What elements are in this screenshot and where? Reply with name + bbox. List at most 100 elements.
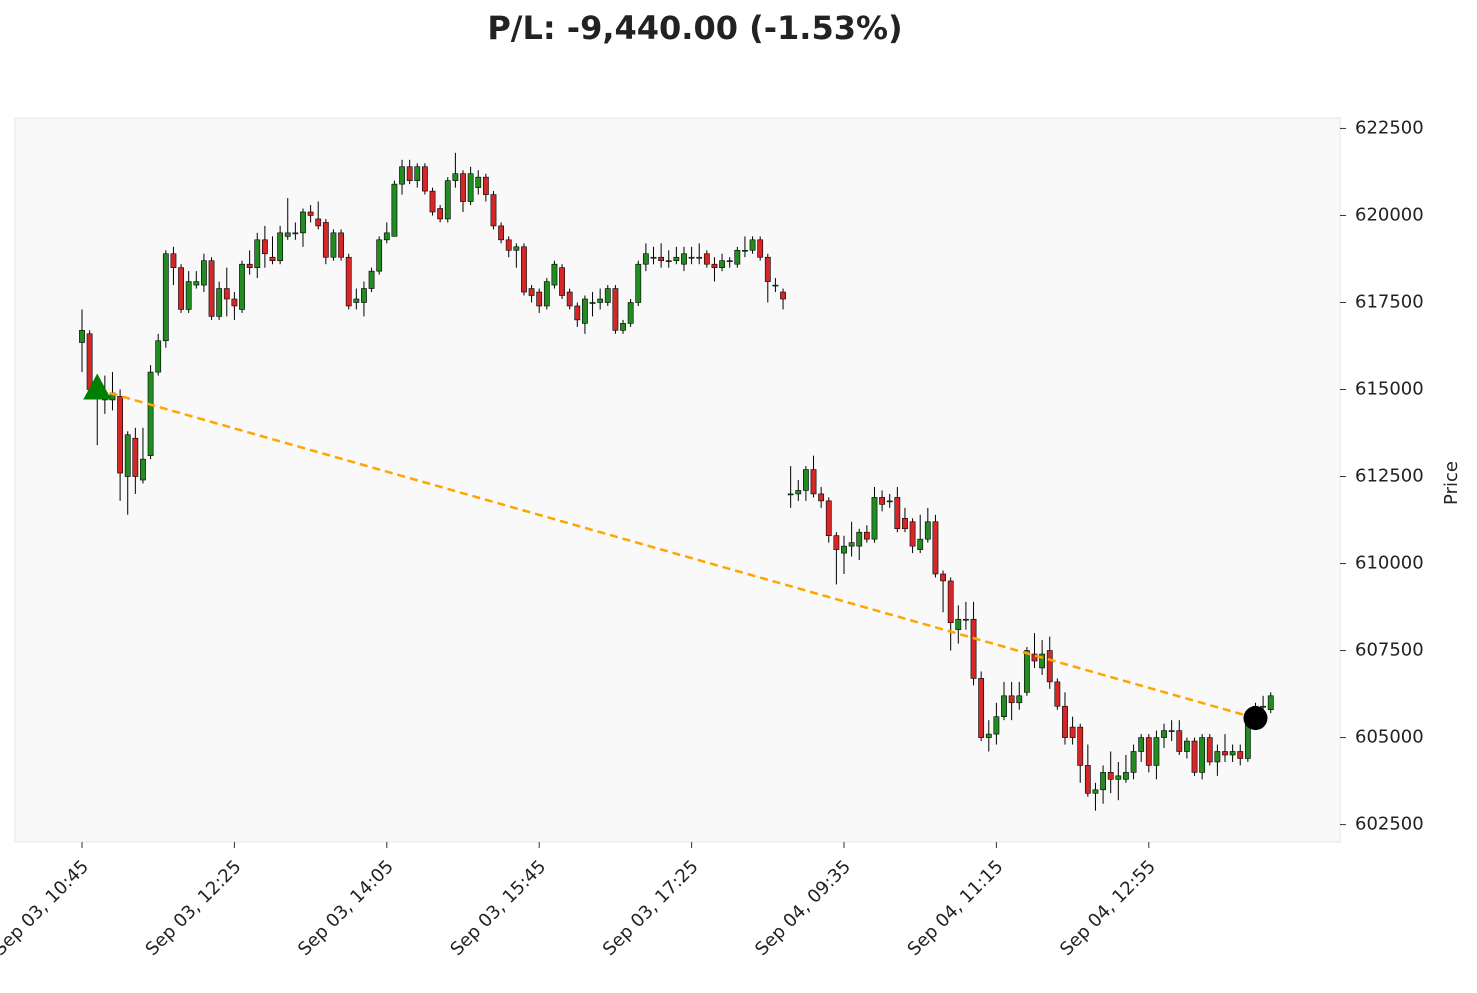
candle-body: [193, 281, 200, 286]
exit-marker: [1243, 706, 1268, 731]
y-tick-label: 612500: [1355, 466, 1424, 487]
candle-body: [993, 716, 1000, 735]
candle-body: [1039, 653, 1046, 669]
candle-body: [1054, 681, 1061, 707]
candle-body: [1115, 775, 1122, 780]
candle-body: [1031, 653, 1038, 662]
candle-body: [1191, 740, 1198, 773]
candle-body: [315, 218, 322, 227]
candle-body: [1008, 695, 1015, 704]
candle-body: [635, 263, 642, 303]
candle-body: [1176, 730, 1183, 752]
candle-body: [231, 298, 238, 307]
candle-body: [444, 180, 451, 220]
candle-body: [1138, 737, 1145, 752]
candle-body: [703, 253, 710, 265]
candle-body: [688, 256, 695, 259]
candle-body: [178, 267, 184, 310]
trade-line: [96, 388, 1256, 720]
candle-body: [1062, 705, 1068, 738]
candle-body: [1237, 751, 1244, 759]
candle-body: [627, 302, 634, 324]
chart-title: P/L: -9,440.00 (-1.53%): [487, 9, 902, 47]
y-tick-label: 605000: [1355, 727, 1424, 748]
candle-body: [825, 500, 832, 536]
x-tick-label: Sep 03, 10:45: [0, 856, 93, 960]
candle-body: [985, 733, 992, 738]
candle-body: [208, 260, 215, 317]
candle-body: [947, 580, 954, 624]
candle-body: [1046, 650, 1053, 683]
candle-body: [406, 166, 413, 181]
candle-body: [429, 190, 436, 213]
candle-body: [863, 531, 870, 540]
candle-body: [719, 260, 725, 268]
entry-marker: [83, 373, 112, 400]
candle-body: [1023, 650, 1030, 693]
candle-body: [376, 239, 383, 272]
plot-area: [14, 117, 1341, 843]
candle-body: [970, 618, 977, 679]
candle-body: [117, 396, 123, 474]
candle-body: [330, 232, 337, 258]
candle-body: [452, 173, 459, 181]
candle-body: [284, 232, 291, 237]
candle-body: [665, 260, 672, 263]
candle-body: [307, 211, 314, 216]
x-tick-label: Sep 04, 12:55: [1056, 856, 1160, 960]
candle-body: [604, 288, 611, 303]
candle-body: [742, 249, 748, 252]
y-tick-label: 620000: [1355, 204, 1424, 225]
candle-body: [292, 232, 299, 235]
candle-body: [1214, 751, 1221, 763]
candle-body: [261, 239, 268, 255]
candle-body: [1161, 730, 1167, 738]
candle-body: [574, 305, 581, 321]
candle-body: [498, 225, 504, 241]
candle-body: [536, 291, 543, 307]
candle-body: [361, 288, 367, 303]
candle-body: [1069, 726, 1076, 738]
candle-body: [551, 263, 558, 286]
candle-body: [1107, 772, 1114, 780]
candle-body: [879, 497, 885, 505]
candle-body: [711, 263, 718, 268]
candle-body: [1229, 751, 1236, 756]
candle-body: [833, 535, 840, 550]
candle-body: [1092, 789, 1099, 794]
candle-body: [894, 497, 901, 530]
candle-body: [940, 573, 946, 582]
candle-body: [246, 263, 253, 268]
candle-body: [1199, 737, 1206, 773]
y-tick-label: 602500: [1355, 814, 1424, 835]
candle-body: [521, 246, 527, 293]
candle-body: [589, 302, 596, 304]
candle-body: [1016, 695, 1023, 704]
candle-body: [932, 521, 939, 575]
candle-body: [658, 256, 665, 262]
candle-body: [414, 166, 421, 181]
candle-body: [795, 490, 802, 495]
candle-body: [749, 239, 756, 251]
candle-body: [612, 288, 619, 331]
candle-body: [505, 239, 512, 251]
candle-body: [650, 256, 657, 259]
candle-body: [726, 260, 733, 263]
candle-body: [818, 493, 825, 502]
candle-body: [490, 194, 497, 227]
candle-body: [1267, 695, 1274, 711]
candle-body: [848, 542, 855, 547]
candle-body: [391, 183, 398, 237]
candle-body: [673, 256, 680, 262]
candle-body: [810, 469, 817, 495]
candle-body: [802, 469, 809, 491]
candle-body: [787, 493, 794, 496]
y-tick-label: 617500: [1355, 291, 1424, 312]
candle-body: [597, 298, 604, 303]
x-tick-label: Sep 03, 17:25: [599, 856, 703, 960]
y-tick-label: 615000: [1355, 379, 1424, 400]
candle-body: [170, 253, 177, 268]
candle-body: [871, 497, 878, 540]
candle-body: [383, 232, 390, 241]
